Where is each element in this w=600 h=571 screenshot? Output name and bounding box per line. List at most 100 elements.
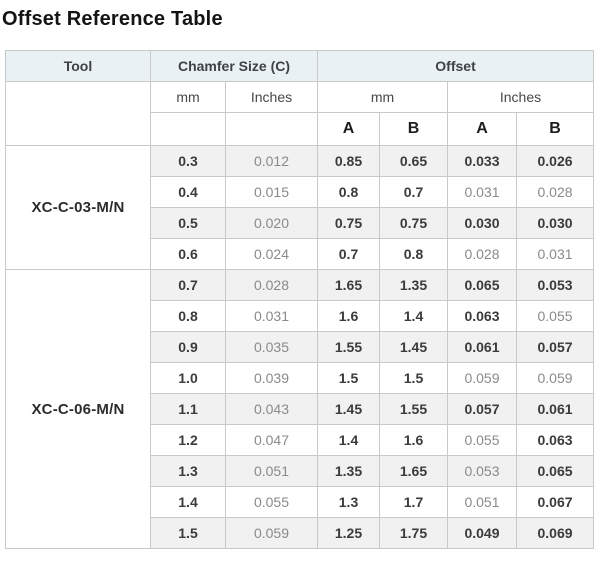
table-row: 1.2 0.047 1.4 1.6 0.055 0.063 [6,424,595,456]
table-cell-chamfer_in: 0.059 [225,517,318,549]
table-cell-offset_in_b: 0.059 [515,362,595,394]
header-inches-b: B [515,112,595,146]
header-row-units: mm Inches mm Inches [5,81,595,146]
tool-name-cell: XC-C-06-M/N [5,269,151,549]
table-cell-offset_mm_b: 1.65 [379,455,448,487]
table-cell-offset_mm_a: 0.7 [317,238,380,270]
table-cell-offset_mm_b: 1.35 [379,269,448,301]
table-cell-offset_in_a: 0.049 [447,517,517,549]
table-cell-offset_in_b: 0.026 [515,145,595,177]
table-cell-offset_mm_b: 1.7 [379,486,448,518]
table-cell-chamfer_mm: 0.5 [150,207,226,239]
table-cell-chamfer_mm: 1.0 [150,362,226,394]
table-cell-chamfer_in: 0.028 [225,269,318,301]
header-mm-a: A [317,112,380,146]
table-cell-offset_mm_a: 1.4 [317,424,380,456]
table-header: Tool Chamfer Size (C) Offset mm Inches m… [5,50,595,146]
table-cell-offset_in_a: 0.057 [447,393,517,425]
table-cell-offset_in_b: 0.069 [515,517,595,549]
table-cell-offset_in_b: 0.031 [515,238,595,270]
header-inches-a: A [447,112,517,146]
table-row: 1.1 0.043 1.45 1.55 0.057 0.061 [6,393,595,425]
table-cell-offset_in_b: 0.030 [515,207,595,239]
header-row-groups: Tool Chamfer Size (C) Offset [5,50,595,82]
table-cell-offset_in_a: 0.059 [447,362,517,394]
table-cell-offset_in_a: 0.055 [447,424,517,456]
table-row: 0.5 0.020 0.75 0.75 0.030 0.030 [6,207,595,239]
table-cell-offset_in_a: 0.053 [447,455,517,487]
table-cell-chamfer_mm: 0.8 [150,300,226,332]
table-cell-offset_in_b: 0.061 [515,393,595,425]
table-cell-chamfer_in: 0.043 [225,393,318,425]
header-row-ab: A B A B [6,112,595,146]
table-cell-chamfer_in: 0.031 [225,300,318,332]
table-cell-chamfer_mm: 1.4 [150,486,226,518]
table-cell-chamfer_in: 0.051 [225,455,318,487]
table-cell-chamfer_mm: 1.3 [150,455,226,487]
table-cell-chamfer_in: 0.015 [225,176,318,208]
offset-reference-table: Tool Chamfer Size (C) Offset mm Inches m… [5,50,595,549]
table-row: 0.8 0.031 1.6 1.4 0.063 0.055 [6,300,595,332]
table-row: XC-C-03-M/N 0.3 0.012 0.85 0.65 0.033 0.026 [5,145,595,270]
table-row: 0.9 0.035 1.55 1.45 0.061 0.057 [6,331,595,363]
page-title: Offset Reference Table [2,8,223,30]
table-cell-chamfer_mm: 1.1 [150,393,226,425]
table-cell-offset_mm_a: 0.75 [317,207,380,239]
table-cell-offset_mm_b: 0.7 [379,176,448,208]
table-row: 1.3 0.051 1.35 1.65 0.053 0.065 [6,455,595,487]
header-offset: Offset [316,50,595,82]
table-cell-offset_in_b: 0.065 [515,455,595,487]
chamfer-inches-spacer [225,112,318,146]
table-cell-offset_in_b: 0.063 [515,424,595,456]
tool-column-spacer [5,81,151,146]
table-cell-offset_mm_b: 0.8 [379,238,448,270]
table-cell-offset_mm_b: 1.55 [379,393,448,425]
table-cell-chamfer_mm: 0.7 [150,269,226,301]
table-cell-offset_in_a: 0.028 [447,238,517,270]
header-chamfer-size: Chamfer Size (C) [150,50,318,82]
table-cell-offset_mm_a: 0.8 [317,176,380,208]
table-cell-chamfer_mm: 1.2 [150,424,226,456]
header-offset-mm: mm [317,81,448,113]
table-cell-offset_mm_b: 1.4 [379,300,448,332]
table-cell-offset_mm_b: 1.5 [379,362,448,394]
table-cell-offset_in_b: 0.028 [515,176,595,208]
table-cell-chamfer_mm: 0.9 [150,331,226,363]
page: Offset Reference Table Tool Chamfer Size… [0,7,600,571]
table-cell-chamfer_in: 0.024 [225,238,318,270]
header-offset-inches: Inches [446,81,595,113]
tool-name-cell: XC-C-03-M/N [5,145,151,270]
table-cell-offset_in_a: 0.031 [447,176,517,208]
table-cell-offset_mm_b: 1.6 [379,424,448,456]
table-cell-offset_in_b: 0.067 [515,486,595,518]
table-row: 1.4 0.055 1.3 1.7 0.051 0.067 [6,486,595,518]
table-cell-offset_in_a: 0.030 [447,207,517,239]
table-cell-offset_mm_a: 1.45 [317,393,380,425]
table-cell-chamfer_mm: 0.6 [150,238,226,270]
table-cell-offset_mm_a: 1.65 [317,269,380,301]
table-cell-offset_in_b: 0.053 [515,269,595,301]
table-body: XC-C-03-M/N 0.3 0.012 0.85 0.65 0.033 0.026 0.4… [5,145,595,549]
table-cell-offset_mm_b: 0.65 [379,145,448,177]
chamfer-mm-spacer [150,112,226,146]
table-row: XC-C-06-M/N 0.7 0.028 1.65 1.35 0.065 0.053 [5,269,595,549]
table-cell-offset_mm_b: 1.75 [379,517,448,549]
table-cell-offset_mm_a: 1.55 [317,331,380,363]
header-chamfer-mm: mm [150,81,226,113]
table-cell-offset_mm_b: 0.75 [379,207,448,239]
table-row: 1.5 0.059 1.25 1.75 0.049 0.069 [6,517,595,549]
table-cell-chamfer_in: 0.012 [225,145,318,177]
table-cell-chamfer_mm: 0.4 [150,176,226,208]
table-cell-chamfer_mm: 1.5 [150,517,226,549]
table-cell-chamfer_in: 0.039 [225,362,318,394]
table-cell-chamfer_in: 0.035 [225,331,318,363]
table-cell-offset_mm_a: 1.35 [317,455,380,487]
table-cell-offset_in_b: 0.055 [515,300,595,332]
table-cell-offset_mm_a: 1.3 [317,486,380,518]
table-cell-offset_mm_a: 0.85 [317,145,380,177]
header-mm-b: B [379,112,448,146]
table-cell-offset_mm_a: 1.25 [317,517,380,549]
table-row: 1.0 0.039 1.5 1.5 0.059 0.059 [6,362,595,394]
header-chamfer-inches: Inches [225,81,318,113]
table-cell-chamfer_mm: 0.3 [150,145,226,177]
